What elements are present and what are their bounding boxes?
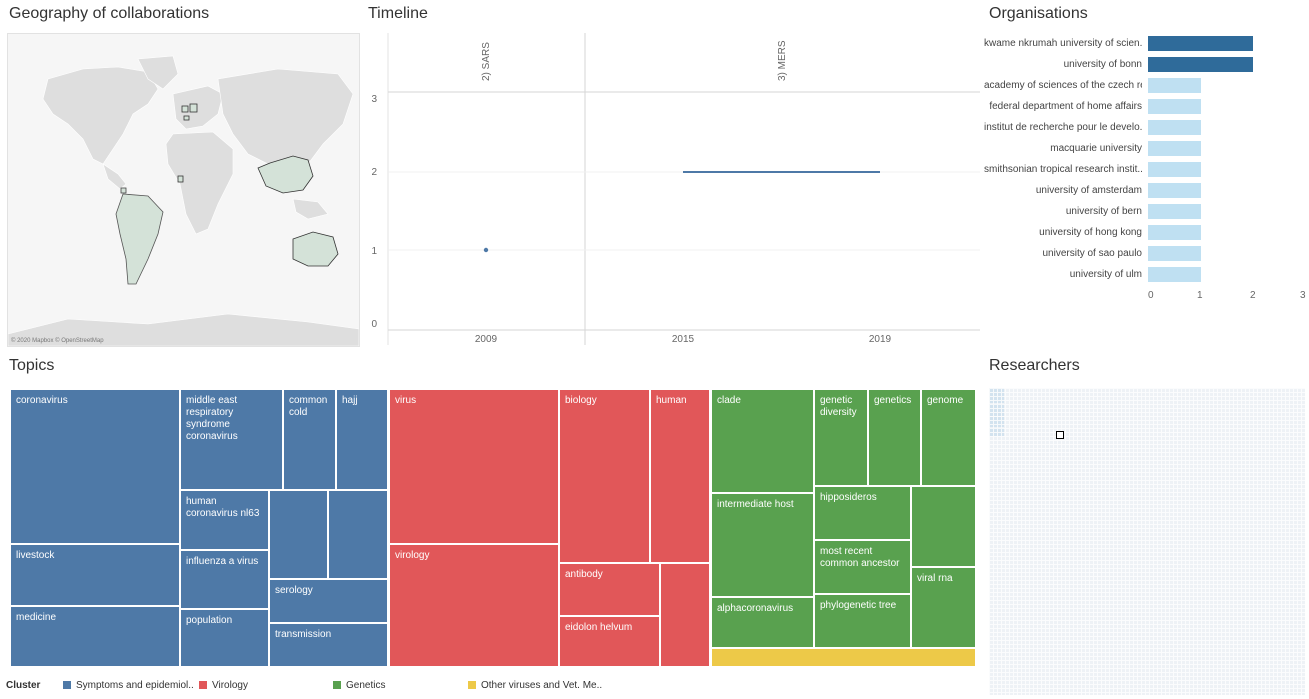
legend-swatch xyxy=(63,681,71,690)
org-label: smithsonian tropical research instit.. xyxy=(984,164,1142,175)
org-label: university of bern xyxy=(1065,206,1142,217)
legend-label: Other viruses and Vet. Me.. xyxy=(481,680,603,691)
topic-tile[interactable]: phylogenetic tree xyxy=(814,594,911,648)
org-label: institut de recherche pour le develo.. xyxy=(984,122,1142,133)
org-bar[interactable] xyxy=(1148,141,1201,156)
topic-tile[interactable]: most recent common ancestor xyxy=(814,540,911,594)
legend-title: Cluster xyxy=(6,680,41,691)
org-bar[interactable] xyxy=(1148,225,1201,240)
topic-tile[interactable]: virus xyxy=(389,389,559,544)
researchers-matrix[interactable] xyxy=(989,388,1305,695)
map-attribution: © 2020 Mapbox © OpenStreetMap xyxy=(11,338,104,344)
timeline-title: Timeline xyxy=(368,5,428,22)
org-bar[interactable] xyxy=(1148,246,1201,261)
legend-item-virology[interactable]: Virology xyxy=(199,680,248,691)
org-label: federal department of home affairs xyxy=(989,101,1142,112)
legend-label: Symptoms and epidemiol.. xyxy=(76,680,194,691)
legend-item-genetics[interactable]: Genetics xyxy=(333,680,385,691)
topic-tile[interactable]: common cold xyxy=(283,389,336,490)
x-tick-2019: 2019 xyxy=(869,334,892,345)
world-map[interactable]: © 2020 Mapbox © OpenStreetMap xyxy=(7,33,360,347)
topic-tile[interactable]: livestock xyxy=(10,544,180,606)
column-label-sars: 2) SARS xyxy=(481,42,492,81)
org-label: university of ulm xyxy=(1069,269,1142,280)
org-bar[interactable] xyxy=(1148,162,1201,177)
org-label: university of bonn xyxy=(1063,59,1142,70)
org-label: university of amsterdam xyxy=(1035,185,1142,196)
org-bar[interactable] xyxy=(1148,78,1201,93)
legend-swatch xyxy=(199,681,207,690)
topic-tile[interactable]: antibody xyxy=(559,563,660,616)
topic-tile[interactable]: clade xyxy=(711,389,814,493)
topic-tile[interactable] xyxy=(911,486,976,567)
x-tick-2015: 2015 xyxy=(672,334,695,345)
topic-tile[interactable]: intermediate host xyxy=(711,493,814,597)
topic-tile[interactable]: viral rna xyxy=(911,567,976,648)
org-bar[interactable] xyxy=(1148,204,1201,219)
topic-tile[interactable]: hajj xyxy=(336,389,388,490)
topic-tile[interactable]: human coronavirus nl63 xyxy=(180,490,269,550)
y-tick-3: 3 xyxy=(371,94,377,105)
topic-tile[interactable]: eidolon helvum xyxy=(559,616,660,667)
org-label: university of sao paulo xyxy=(1042,248,1142,259)
selected-researcher-marker[interactable] xyxy=(1056,431,1064,439)
org-label: macquarie university xyxy=(1050,143,1142,154)
topic-tile[interactable]: medicine xyxy=(10,606,180,667)
topic-tile[interactable]: hipposideros xyxy=(814,486,911,540)
legend-item-symptoms[interactable]: Symptoms and epidemiol.. xyxy=(63,680,194,691)
timeline-svg: 2) SARS 3) MERS 3 2 1 0 2009 2015 2019 xyxy=(371,33,980,345)
y-tick-0: 0 xyxy=(371,319,377,330)
world-map-shapes xyxy=(8,55,359,346)
timeline-chart: 2) SARS 3) MERS 3 2 1 0 2009 2015 2019 xyxy=(368,33,980,345)
topic-tile[interactable]: genetic diversity xyxy=(814,389,868,486)
legend-label: Genetics xyxy=(346,680,386,691)
topic-tile[interactable]: virology xyxy=(389,544,559,667)
topic-tile[interactable] xyxy=(660,563,710,667)
org-label: kwame nkrumah university of scien.. xyxy=(984,38,1142,49)
topic-tile[interactable]: alphacoronavirus xyxy=(711,597,814,648)
topic-tile[interactable]: middle east respiratory syndrome coronav… xyxy=(180,389,283,490)
topic-tile[interactable] xyxy=(711,648,976,667)
legend-item-other[interactable]: Other viruses and Vet. Me.. xyxy=(468,680,602,691)
topic-tile[interactable] xyxy=(328,490,388,579)
legend-label: Virology xyxy=(212,680,248,691)
topic-tile[interactable]: influenza a virus xyxy=(180,550,269,609)
org-bar[interactable] xyxy=(1148,99,1201,114)
topic-tile[interactable]: coronavirus xyxy=(10,389,180,544)
topic-tile[interactable]: population xyxy=(180,609,269,667)
y-tick-1: 1 xyxy=(371,246,377,257)
y-tick-2: 2 xyxy=(371,167,377,178)
org-x-tick-2: 2 xyxy=(1250,290,1256,301)
org-bar[interactable] xyxy=(1148,36,1253,51)
org-bar[interactable] xyxy=(1148,267,1201,282)
org-x-tick-1: 1 xyxy=(1197,290,1203,301)
x-tick-2009: 2009 xyxy=(475,334,498,345)
org-bar[interactable] xyxy=(1148,120,1201,135)
topic-tile[interactable]: biology xyxy=(559,389,650,563)
org-x-tick-0: 0 xyxy=(1148,290,1154,301)
topics-title: Topics xyxy=(9,357,55,374)
researchers-title: Researchers xyxy=(989,357,1080,374)
topic-tile[interactable]: genome xyxy=(921,389,976,486)
researchers-grid xyxy=(989,388,1305,695)
organisations-title: Organisations xyxy=(989,5,1088,22)
org-bar[interactable] xyxy=(1148,183,1201,198)
legend-swatch xyxy=(468,681,476,690)
topic-tile[interactable]: serology xyxy=(269,579,388,623)
sars-data-point[interactable] xyxy=(483,247,489,253)
topic-tile[interactable]: human xyxy=(650,389,710,563)
legend-swatch xyxy=(333,681,341,690)
topic-tile[interactable] xyxy=(269,490,328,579)
topic-tile[interactable]: genetics xyxy=(868,389,921,486)
org-label: university of hong kong xyxy=(1039,227,1142,238)
topic-tile[interactable]: transmission xyxy=(269,623,388,667)
org-bar[interactable] xyxy=(1148,57,1253,72)
map-title: Geography of collaborations xyxy=(9,5,210,22)
org-x-tick-3: 3 xyxy=(1300,290,1306,301)
column-label-mers: 3) MERS xyxy=(777,40,788,81)
org-label: academy of sciences of the czech re.. xyxy=(984,80,1142,91)
